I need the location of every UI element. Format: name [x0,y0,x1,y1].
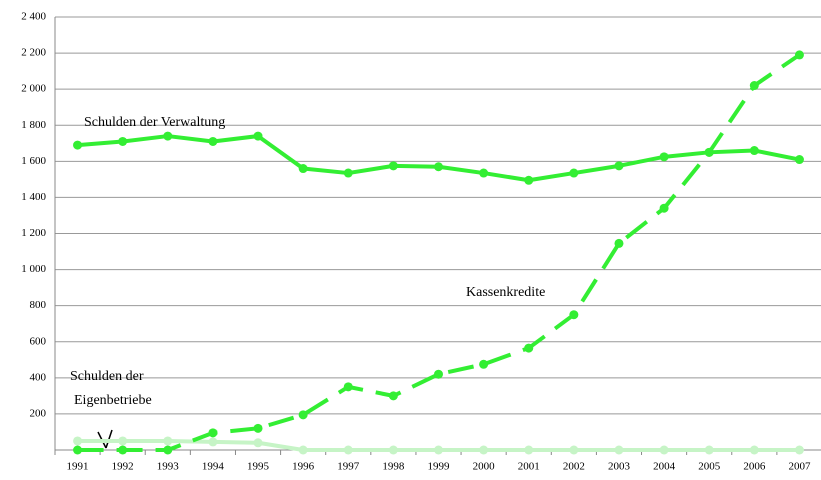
point [343,168,353,178]
y-tick-label: 1 800 [21,119,46,131]
x-tick-label: 1998 [382,461,405,473]
point [118,136,128,146]
point [208,437,218,447]
point [118,436,128,446]
x-tick-label: 1996 [292,461,315,473]
x-tick-label: 1994 [202,461,225,473]
point [163,131,173,141]
point [704,445,714,455]
point [208,136,218,146]
point [614,238,624,248]
point [569,445,579,455]
point [704,147,714,157]
point [253,423,263,433]
y-tick-label: 600 [30,335,47,347]
point [614,161,624,171]
point [569,310,579,320]
y-tick-label: 1 600 [21,155,46,167]
x-tick-label: 1997 [337,461,360,473]
point [388,391,398,401]
point [794,155,804,165]
series-line [77,53,801,452]
point [749,146,759,156]
point [253,438,263,448]
annotation: Schulden der Verwaltung [84,115,225,130]
x-tick-label: 2006 [743,461,766,473]
point [659,203,669,213]
point [118,445,128,455]
point [524,175,534,185]
y-tick-label: 2 000 [21,83,46,95]
x-tick-label: 2000 [473,461,496,473]
point [343,445,353,455]
point [794,50,804,60]
x-tick-label: 2005 [698,461,721,473]
point [73,436,83,446]
y-tick-label: 1 200 [21,227,46,239]
point [298,410,308,420]
x-tick-label: 1995 [247,461,270,473]
y-tick-label: 400 [30,371,47,383]
x-tick-label: 2001 [518,461,540,473]
point [524,445,534,455]
x-tick-label: 1999 [428,461,451,473]
point [73,140,83,150]
point [163,436,173,446]
point [479,168,489,178]
point [749,81,759,91]
point [659,445,669,455]
point [253,131,263,141]
point [208,428,218,438]
point [659,152,669,162]
point [794,445,804,455]
point [163,445,173,455]
x-tick-label: 1992 [112,461,134,473]
point [434,162,443,172]
point [388,445,398,455]
point [388,161,398,171]
annotation: Kassenkredite [466,285,545,300]
point [73,445,83,455]
x-tick-label: 1991 [67,461,89,473]
x-tick-label: 2004 [653,461,676,473]
x-tick-label: 2003 [608,461,631,473]
y-tick-label: 200 [30,407,47,419]
point [434,445,443,455]
point [298,445,308,455]
x-tick-label: 2002 [563,461,585,473]
point [614,445,624,455]
y-tick-label: 1 000 [21,263,46,275]
point [569,168,579,178]
y-tick-label: 1 400 [21,191,46,203]
point [524,343,534,353]
y-tick-label: 2 200 [21,47,46,59]
point [298,164,308,174]
y-tick-label: 2 400 [21,11,46,23]
point [479,445,489,455]
point [434,369,443,379]
point [479,359,489,369]
annotation: Schulden der [70,369,144,384]
y-tick-label: 800 [30,299,47,311]
annotation: Eigenbetriebe [74,393,152,408]
x-tick-label: 2007 [788,461,811,473]
point [343,382,353,392]
point [749,445,759,455]
x-tick-label: 1993 [157,461,180,473]
